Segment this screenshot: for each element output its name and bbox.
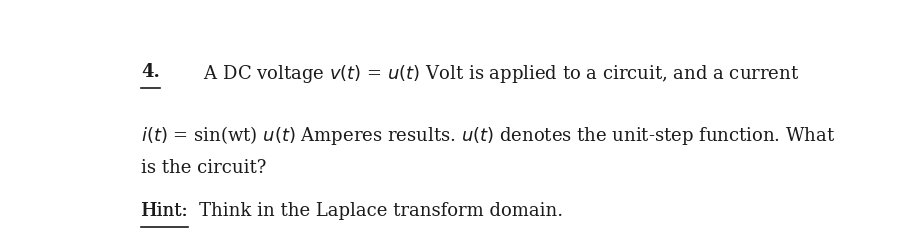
Text: $i(t)$ = sin(wt) $u(t)$ Amperes results. $u(t)$ denotes the unit-step function. : $i(t)$ = sin(wt) $u(t)$ Amperes results.… [142, 123, 836, 146]
Text: A DC voltage $v(t)$ = $u(t)$ Volt is applied to a circuit, and a current: A DC voltage $v(t)$ = $u(t)$ Volt is app… [142, 63, 799, 85]
Text: Hint:: Hint: [142, 201, 188, 219]
Text: Hint:  Think in the Laplace transform domain.: Hint: Think in the Laplace transform dom… [142, 201, 563, 219]
Text: 4.: 4. [142, 63, 161, 81]
Text: is the circuit?: is the circuit? [142, 158, 266, 176]
